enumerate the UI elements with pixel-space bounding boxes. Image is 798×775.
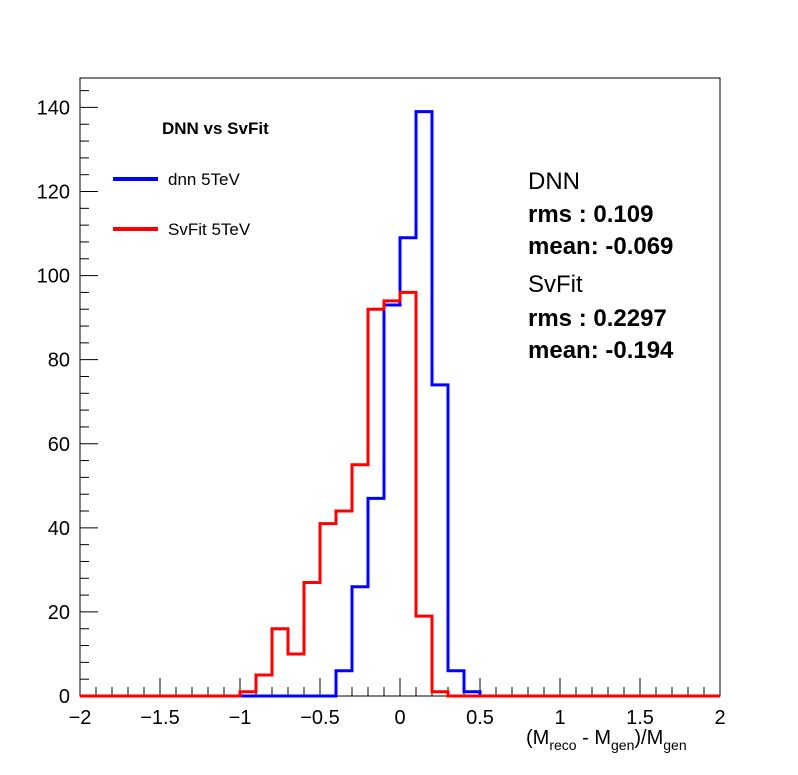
y-tick-label: 20 [48, 602, 70, 624]
stats-dnn-rms: rms : 0.109 [528, 201, 653, 228]
histogram-series-dnn [80, 110, 720, 698]
legend-title: DNN vs SvFit [162, 119, 269, 138]
legend-label-dnn: dnn 5TeV [168, 170, 240, 189]
stats-dnn-head: DNN [528, 168, 580, 195]
x-tick-label: 1 [554, 707, 565, 729]
histogram-series-svfit [80, 290, 720, 698]
y-tick-label: 60 [48, 434, 70, 456]
x-tick-label: 2 [714, 707, 725, 729]
x-axis-title-part: (M [526, 727, 549, 749]
stats-dnn-mean: mean: -0.069 [528, 233, 673, 260]
y-tick-label: 80 [48, 350, 70, 372]
stats-annotation: DNN rms : 0.109 mean: -0.069 SvFit rms :… [528, 168, 674, 364]
y-axis: 0 20 40 60 80 100 120 140 [37, 90, 98, 708]
legend-label-svfit: SvFit 5TeV [168, 220, 251, 239]
y-tick-label: 40 [48, 518, 70, 540]
x-tick-label: −1.5 [140, 707, 179, 729]
series-layer [80, 110, 720, 698]
y-tick-label: 0 [59, 686, 70, 708]
x-axis-title-part: - M [577, 727, 611, 749]
x-tick-label: 0 [394, 707, 405, 729]
x-axis-title: (Mreco - Mgen)/Mgen [526, 727, 687, 753]
x-axis-title-sub: gen [611, 737, 634, 753]
x-axis-title-sub: gen [663, 737, 686, 753]
stats-svfit-mean: mean: -0.194 [528, 337, 674, 364]
x-axis-title-part: )/M [634, 727, 663, 749]
x-tick-label: −2 [69, 707, 92, 729]
x-tick-label: −0.5 [300, 707, 339, 729]
x-tick-label: −1 [229, 707, 252, 729]
x-tick-label: 1.5 [626, 707, 654, 729]
y-tick-label: 100 [37, 266, 70, 288]
y-tick-label: 140 [37, 97, 70, 119]
stats-svfit-rms: rms : 0.2297 [528, 305, 667, 332]
x-axis: −2 −1.5 −1 −0.5 0 0.5 1 1.5 2 [69, 678, 726, 729]
stats-svfit-head: SvFit [528, 271, 583, 298]
legend: DNN vs SvFit dnn 5TeV SvFit 5TeV [113, 119, 269, 239]
y-tick-label: 120 [37, 182, 70, 204]
x-axis-title-sub: reco [549, 737, 576, 753]
x-tick-label: 0.5 [466, 707, 494, 729]
